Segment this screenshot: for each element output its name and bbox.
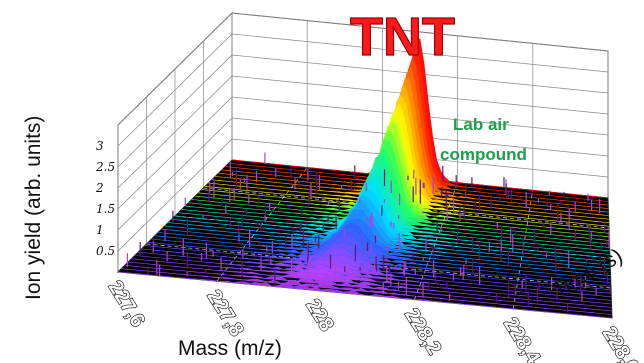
peak-surface	[117, 38, 613, 319]
x-tick-label: 228,6	[598, 323, 643, 363]
chart-title: TNT	[350, 7, 455, 67]
y-tick-label: 2	[95, 181, 104, 195]
x-tick-label: 227,8	[203, 286, 248, 340]
noise-spikes	[126, 152, 611, 313]
annotation-line-1: Lab air	[453, 115, 509, 134]
x-axis-title: Mass (m/z)	[178, 337, 282, 360]
y-tick-label: 2.5	[95, 160, 115, 174]
x-tick-label: 228,2	[400, 305, 445, 359]
y-axis-title: Ion yield (arb. units)	[22, 116, 45, 300]
x-tick-label: 228	[301, 295, 337, 335]
y-tick-label: 1	[96, 223, 104, 237]
y-tick-label: 1.5	[96, 202, 115, 216]
y-tick-label: 3	[96, 139, 104, 153]
x-tick-label: 227,6	[104, 277, 149, 331]
y-tick-labels: 0.5 1 1.5 2 2.5 3	[95, 139, 115, 258]
annotation-line-2: compound	[440, 145, 527, 164]
y-tick-label: 0.5	[96, 244, 115, 258]
x-tick-label: 228,4	[499, 314, 545, 363]
